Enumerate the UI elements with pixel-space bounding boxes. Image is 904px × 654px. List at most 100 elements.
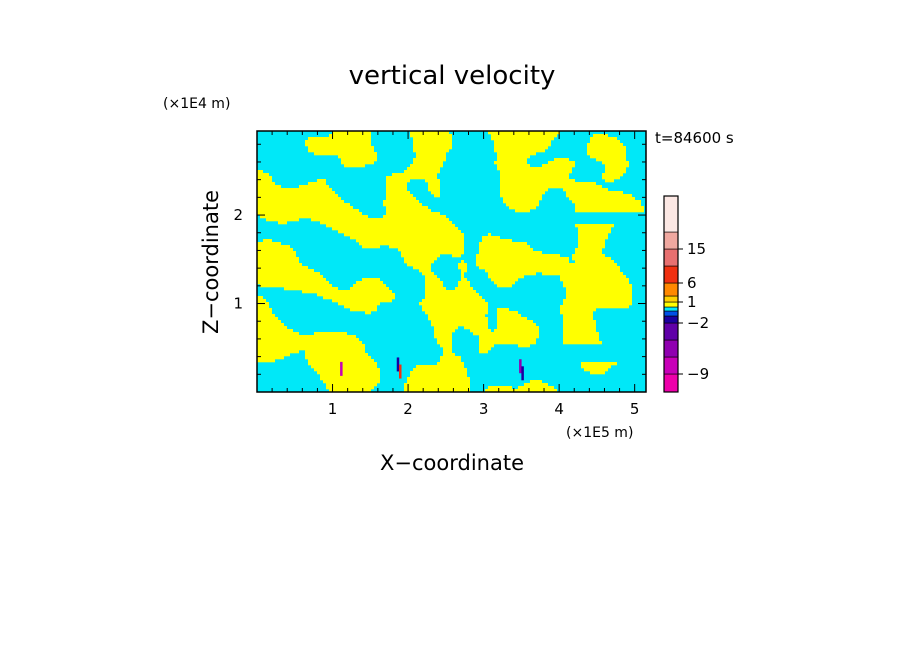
field-cell-positive bbox=[428, 314, 485, 318]
field-cell-positive bbox=[479, 350, 488, 354]
field-cell-positive bbox=[344, 305, 377, 309]
field-cell-positive bbox=[278, 221, 287, 225]
field-cell-positive bbox=[500, 194, 542, 198]
field-cell-positive bbox=[494, 281, 515, 285]
field-cell-positive bbox=[386, 206, 428, 210]
colorbar-tick-label: 6 bbox=[687, 274, 697, 292]
field-cell-positive bbox=[443, 347, 452, 351]
field-cell-positive bbox=[530, 380, 542, 384]
field-cell-positive bbox=[314, 152, 377, 156]
field-cell-positive bbox=[413, 140, 452, 144]
y-ticks: 12 bbox=[233, 143, 646, 375]
field-cell-positive bbox=[257, 257, 299, 261]
field-cell-positive bbox=[488, 131, 560, 135]
field-cell-positive bbox=[257, 248, 293, 252]
field-cell-positive bbox=[332, 299, 392, 303]
field-cell-positive bbox=[584, 368, 608, 372]
field-cell-positive bbox=[479, 251, 542, 255]
y-tick-label: 1 bbox=[233, 295, 243, 313]
field-cell-positive bbox=[314, 368, 380, 372]
field-cell-positive bbox=[257, 317, 278, 321]
field-cell-positive bbox=[416, 155, 446, 159]
field-cell-positive bbox=[257, 182, 275, 186]
field-cell-positive bbox=[257, 251, 296, 255]
field-cell-positive bbox=[359, 242, 464, 246]
field-cell-positive bbox=[386, 209, 431, 213]
field-cell-positive bbox=[497, 155, 530, 159]
x-tick-label: 5 bbox=[630, 400, 640, 418]
field-cell-positive bbox=[257, 305, 269, 309]
field-cell-positive bbox=[323, 380, 380, 384]
field-cell-positive bbox=[590, 371, 605, 375]
field-cell-positive bbox=[257, 281, 329, 285]
field-cell-positive bbox=[308, 359, 374, 363]
field-cell-positive bbox=[266, 218, 299, 222]
field-cell-positive bbox=[578, 242, 605, 246]
field-cell-positive bbox=[413, 137, 452, 141]
field-cell-positive bbox=[503, 197, 542, 201]
colorbar-segment bbox=[663, 306, 679, 312]
field-cell-positive bbox=[260, 284, 332, 288]
field-cell-positive bbox=[257, 242, 281, 246]
field-cell-positive bbox=[425, 290, 476, 294]
field-cell-positive bbox=[500, 179, 575, 183]
field-cell-positive bbox=[590, 140, 620, 144]
field-cell-positive bbox=[338, 155, 377, 159]
field-cell-positive bbox=[428, 185, 440, 189]
field-cell-positive bbox=[257, 356, 284, 360]
field-cell-positive bbox=[257, 272, 320, 276]
field-cell-positive bbox=[578, 239, 605, 243]
field-cell-positive bbox=[437, 362, 464, 366]
field-cell-positive bbox=[578, 230, 611, 234]
field-extreme-spot bbox=[521, 366, 524, 381]
field-cell-positive bbox=[578, 245, 605, 249]
field-cell-positive bbox=[425, 293, 479, 297]
field-cell-positive bbox=[332, 227, 458, 231]
field-cell-positive bbox=[428, 182, 440, 186]
field-cell-positive bbox=[257, 359, 275, 363]
field-cell-positive bbox=[416, 365, 464, 369]
field-cell-positive bbox=[434, 329, 455, 333]
field-cell-positive bbox=[563, 332, 599, 336]
field-cell-positive bbox=[572, 200, 641, 204]
field-cell-positive bbox=[479, 245, 530, 249]
field-cell-positive bbox=[461, 260, 464, 264]
field-cell-positive bbox=[431, 320, 488, 324]
field-cell-positive bbox=[257, 209, 359, 213]
field-cell-positive bbox=[566, 296, 632, 300]
field-cell-positive bbox=[386, 179, 410, 183]
field-cell-positive bbox=[476, 254, 560, 258]
field-cell-positive bbox=[422, 299, 485, 303]
field-cell-positive bbox=[257, 308, 272, 312]
field-cell-positive bbox=[413, 161, 443, 165]
field-cell-positive bbox=[305, 140, 371, 144]
colorbar-segment bbox=[663, 231, 679, 250]
field-cell-positive bbox=[410, 131, 449, 135]
colorbar-segment bbox=[663, 295, 679, 303]
field-cell-positive bbox=[524, 383, 548, 387]
field-cell-positive bbox=[257, 326, 287, 330]
field-cell-positive bbox=[257, 176, 272, 180]
field-cell-positive bbox=[566, 287, 632, 291]
field-cell-positive bbox=[257, 263, 302, 267]
field-cell-positive bbox=[458, 281, 470, 285]
field-cell-positive bbox=[458, 266, 467, 270]
field-cell-positive bbox=[497, 311, 518, 315]
field-cell-positive bbox=[605, 167, 626, 171]
field-cell-positive bbox=[257, 332, 299, 336]
field-cell-positive bbox=[491, 137, 554, 141]
colorbar-segment bbox=[663, 322, 679, 341]
field-cell-positive bbox=[332, 131, 371, 135]
field-cell-positive bbox=[563, 338, 599, 342]
colorbar-tick-label: 1 bbox=[687, 293, 697, 311]
plot-frame bbox=[256, 130, 647, 393]
field-cell-positive bbox=[404, 260, 434, 264]
field-cell-positive bbox=[479, 242, 527, 246]
field-cell-positive bbox=[491, 134, 557, 138]
field-cell-positive bbox=[476, 263, 617, 267]
field-cell-positive bbox=[482, 239, 512, 243]
field-extreme-spot bbox=[399, 364, 402, 379]
field-cell-positive bbox=[317, 293, 395, 297]
field-cell-positive bbox=[428, 188, 440, 192]
field-cell-positive bbox=[320, 377, 380, 381]
